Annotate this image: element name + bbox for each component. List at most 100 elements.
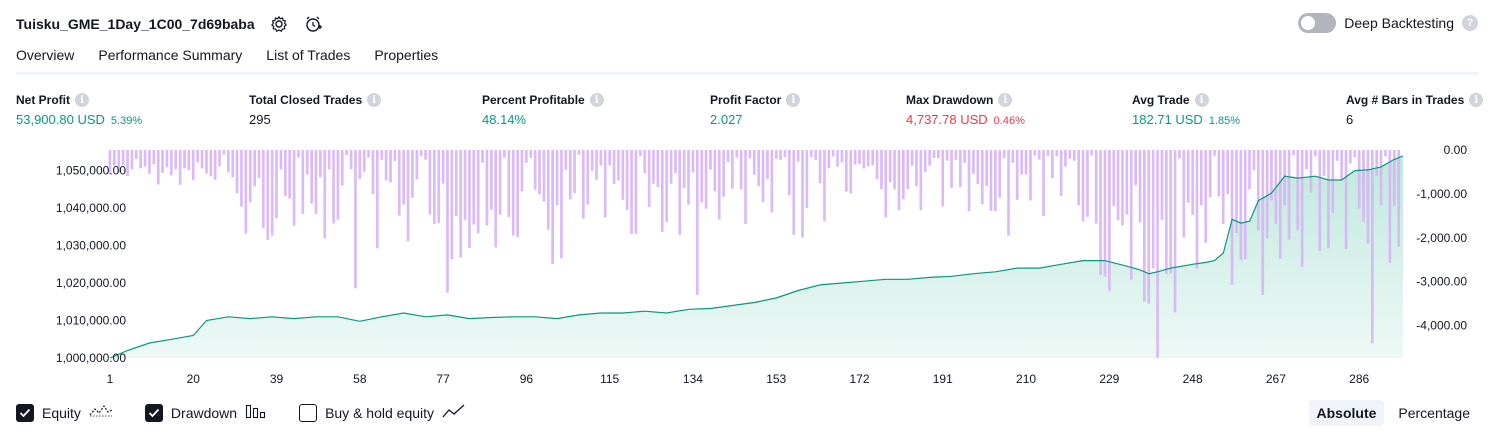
drawdown-bar	[108, 150, 112, 174]
drawdown-bar	[297, 150, 300, 158]
help-question-icon[interactable]: ?	[1462, 15, 1478, 31]
drawdown-bar	[976, 150, 980, 185]
drawdown-bar	[814, 150, 817, 160]
info-icon[interactable]: i	[589, 93, 604, 107]
drawdown-bar	[717, 150, 721, 220]
equity-drawdown-chart[interactable]: 1,050,000.00 1,040,000.00 1,030,000.00 1,02…	[0, 140, 1494, 395]
drawdown-bar	[590, 150, 594, 171]
drawdown-bar	[546, 150, 550, 230]
drawdown-bar	[630, 150, 633, 234]
left-axis-tick-label: 1,000,000.00	[56, 351, 126, 365]
metric-label: Net Profit	[16, 93, 70, 107]
drawdown-bar	[945, 150, 949, 161]
drawdown-bar	[332, 150, 335, 224]
drawdown-bar	[906, 150, 910, 190]
drawdown-bar	[1349, 150, 1352, 164]
tab-list-of-trades[interactable]: List of Trades	[266, 47, 351, 63]
info-icon[interactable]: i	[998, 93, 1013, 107]
drawdown-bar	[327, 150, 331, 170]
drawdown-bar	[652, 150, 655, 184]
settings-gear-icon[interactable]	[269, 14, 289, 34]
drawdown-bar	[437, 150, 441, 223]
drawdown-bar	[183, 150, 186, 169]
drawdown-bar	[490, 150, 493, 210]
drawdown-bar	[603, 150, 607, 218]
drawdown-bar	[288, 150, 291, 199]
drawdown-bar	[1116, 150, 1120, 221]
drawdown-bar	[1064, 150, 1067, 167]
info-icon[interactable]: i	[1469, 93, 1484, 107]
metric-max-drawdown: Max Drawdown i 4,737.78 USD 0.46%	[906, 93, 1025, 127]
drawdown-bar	[200, 150, 204, 169]
drawdown-bar	[520, 150, 524, 192]
legend-drawdown[interactable]: Drawdown	[144, 403, 267, 422]
drawdown-bar	[669, 150, 673, 184]
drawdown-bar	[148, 150, 151, 174]
drawdown-bar	[722, 150, 725, 197]
metric-label: Percent Profitable	[482, 93, 585, 107]
legend-buy-hold-equity[interactable]: Buy & hold equity	[299, 403, 466, 422]
drawdown-bar	[205, 150, 208, 174]
drawdown-bar	[937, 150, 940, 159]
info-icon[interactable]: i	[75, 93, 89, 107]
drawdown-bar	[485, 150, 489, 226]
legend-equity[interactable]: Equity	[16, 403, 113, 422]
drawdown-bar	[121, 150, 125, 165]
drawdown-bar	[1300, 150, 1304, 267]
drawdown-bar	[358, 150, 362, 180]
drawdown-bar	[818, 150, 822, 184]
tab-overview[interactable]: Overview	[16, 47, 75, 75]
drawdown-bar	[1143, 150, 1146, 302]
drawdown-bar	[1059, 150, 1063, 196]
tab-properties[interactable]: Properties	[374, 47, 439, 63]
drawdown-bar	[1265, 150, 1269, 239]
info-icon[interactable]: i	[786, 93, 801, 107]
drawdown-bar	[853, 150, 857, 165]
metric-percent: 1.85%	[1208, 115, 1241, 127]
drawdown-bar	[165, 150, 169, 168]
metric-value: 48.14%	[482, 112, 527, 127]
right-axis-tick-label: 0.00	[1444, 143, 1468, 157]
drawdown-bar	[1020, 150, 1023, 175]
drawdown-bar	[954, 150, 958, 160]
drawdown-bar	[178, 150, 182, 185]
drawdown-bar	[779, 150, 782, 160]
drawdown-bar	[1292, 150, 1295, 156]
drawdown-checkbox[interactable]	[144, 403, 163, 422]
drawdown-bar	[617, 150, 620, 181]
drawdown-bar	[130, 150, 134, 170]
drawdown-bar	[323, 150, 327, 239]
metric-percent: 0.46%	[993, 115, 1025, 127]
drawdown-bar	[871, 150, 874, 166]
drawdown-bar	[349, 150, 353, 170]
left-axis-tick-label: 1,020,000.00	[56, 276, 126, 290]
info-icon[interactable]: i	[1194, 93, 1209, 107]
drawdown-bar	[888, 150, 892, 183]
drawdown-bar	[1094, 150, 1098, 224]
buy-hold-checkbox[interactable]	[299, 403, 318, 422]
drawdown-bar	[1195, 150, 1199, 269]
drawdown-bar	[1046, 150, 1050, 156]
drawdown-bar	[310, 150, 313, 204]
add-alert-icon[interactable]	[303, 14, 323, 34]
drawdown-bar	[248, 150, 252, 203]
info-icon[interactable]: i	[367, 93, 382, 107]
mode-percentage[interactable]: Percentage	[1398, 405, 1470, 421]
drawdown-bar	[209, 150, 213, 177]
tab-performance-summary[interactable]: Performance Summary	[98, 47, 243, 63]
drawdown-bar	[823, 150, 826, 222]
drawdown-bar	[1138, 150, 1142, 223]
drawdown-bar	[770, 150, 774, 213]
x-axis-tick-label: 210	[1016, 372, 1036, 386]
x-axis-tick-label: 248	[1183, 372, 1203, 386]
drawdown-bar	[424, 150, 427, 160]
drawdown-bar	[459, 150, 462, 258]
right-axis-tick-label: -1,000.00	[1416, 187, 1467, 201]
drawdown-bar	[1077, 150, 1080, 206]
deep-backtesting-toggle[interactable]	[1298, 13, 1337, 33]
drawdown-bar	[788, 150, 791, 196]
drawdown-bar	[1086, 150, 1089, 217]
drawdown-bar	[1121, 150, 1124, 226]
equity-checkbox[interactable]	[16, 403, 34, 422]
mode-absolute[interactable]: Absolute	[1308, 400, 1385, 426]
